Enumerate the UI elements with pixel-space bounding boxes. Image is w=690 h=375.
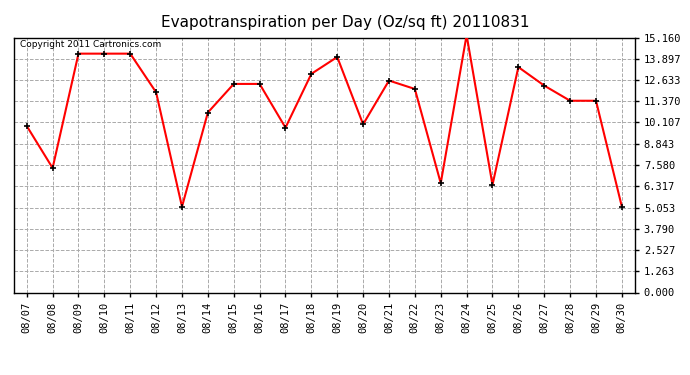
Text: Evapotranspiration per Day (Oz/sq ft) 20110831: Evapotranspiration per Day (Oz/sq ft) 20… xyxy=(161,15,529,30)
Text: Copyright 2011 Cartronics.com: Copyright 2011 Cartronics.com xyxy=(20,40,161,49)
